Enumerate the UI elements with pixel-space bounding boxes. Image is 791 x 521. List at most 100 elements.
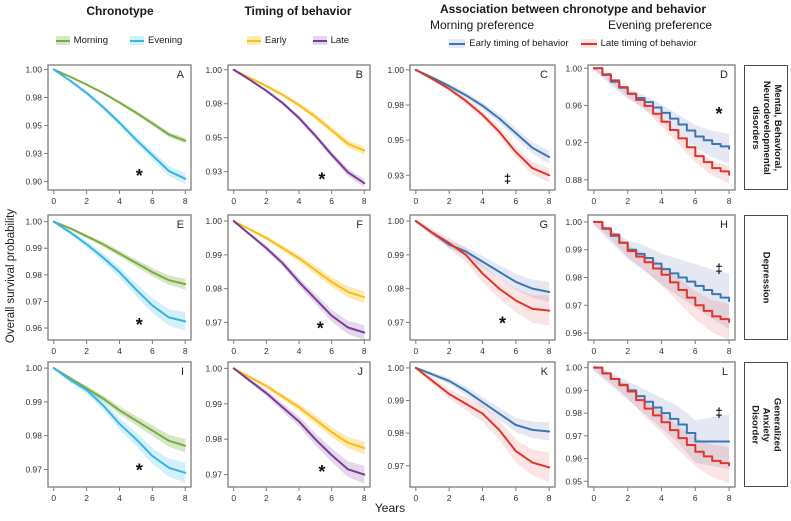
svg-text:1.00: 1.00	[387, 216, 404, 226]
svg-text:0.95: 0.95	[205, 133, 222, 143]
svg-text:6: 6	[150, 196, 155, 206]
svg-text:6: 6	[693, 493, 698, 503]
svg-text:2: 2	[625, 196, 630, 206]
legend-item-late: Late	[312, 35, 349, 46]
legend-item-early: Early	[246, 35, 287, 46]
svg-text:0.93: 0.93	[25, 149, 42, 159]
svg-text:0.98: 0.98	[387, 100, 404, 110]
svg-text:0: 0	[413, 346, 418, 356]
morning-swatch	[55, 36, 70, 45]
row-label-text: Generalized Anxiety Disorder	[749, 397, 783, 452]
svg-text:1.00: 1.00	[565, 363, 582, 373]
svg-text:4: 4	[297, 196, 302, 206]
svg-text:1.00: 1.00	[387, 65, 404, 75]
svg-text:0.99: 0.99	[25, 397, 42, 407]
svg-text:6: 6	[513, 346, 518, 356]
svg-text:0: 0	[231, 346, 236, 356]
svg-text:4: 4	[480, 493, 485, 503]
significance-symbol: *	[499, 313, 506, 333]
svg-text:0.93: 0.93	[205, 167, 222, 177]
svg-text:4: 4	[659, 493, 664, 503]
svg-text:1.00: 1.00	[205, 65, 222, 75]
svg-text:2: 2	[84, 493, 89, 503]
legend-item-morning: Morning	[55, 35, 108, 46]
svg-text:0: 0	[592, 493, 597, 503]
svg-text:0: 0	[413, 196, 418, 206]
svg-text:0.96: 0.96	[565, 100, 582, 110]
svg-text:6: 6	[150, 346, 155, 356]
svg-text:0: 0	[592, 346, 597, 356]
panel-letter-H: H	[720, 219, 728, 231]
svg-text:0.96: 0.96	[565, 328, 582, 338]
svg-text:8: 8	[547, 346, 552, 356]
legend-item-assoc-early: Early timing of behavior	[449, 38, 569, 49]
panel-G: 1.00 0.99 0.98 0.97 0 2 4 6 8 G *	[387, 214, 556, 356]
svg-text:8: 8	[362, 493, 367, 503]
svg-text:1.00: 1.00	[25, 217, 42, 227]
svg-text:0.99: 0.99	[25, 243, 42, 253]
svg-text:0.98: 0.98	[205, 99, 222, 109]
svg-text:8: 8	[362, 346, 367, 356]
svg-text:4: 4	[117, 346, 122, 356]
svg-text:0.97: 0.97	[25, 464, 42, 474]
svg-text:1.00: 1.00	[565, 63, 582, 73]
row-label-generalized-anxiety-disorder: Generalized Anxiety Disorder	[744, 362, 788, 487]
svg-text:0.98: 0.98	[25, 270, 42, 280]
svg-text:2: 2	[447, 346, 452, 356]
legend-label: Early	[264, 35, 287, 46]
significance-symbol: *	[318, 462, 325, 482]
legend-label: Evening	[147, 35, 183, 46]
svg-text:2: 2	[625, 493, 630, 503]
svg-text:8: 8	[183, 493, 188, 503]
svg-text:1.00: 1.00	[387, 363, 404, 373]
panel-D: 1.00 0.96 0.92 0.88 0 2 4 6 8 D *	[565, 63, 736, 206]
significance-symbol: *	[317, 319, 324, 339]
svg-text:8: 8	[547, 196, 552, 206]
subtitle-evening-preference: Evening preference	[607, 18, 713, 32]
svg-text:0.98: 0.98	[25, 93, 42, 103]
panel-L: 1.00 0.99 0.98 0.97 0.96 0.95 0 2 4 6 8 L ‡	[565, 361, 736, 503]
svg-text:2: 2	[84, 346, 89, 356]
svg-text:4: 4	[117, 493, 122, 503]
svg-text:0.99: 0.99	[387, 396, 404, 406]
svg-text:6: 6	[329, 196, 334, 206]
svg-text:4: 4	[297, 346, 302, 356]
early-swatch	[246, 36, 261, 45]
svg-text:0.88: 0.88	[565, 175, 582, 185]
svg-text:0.98: 0.98	[205, 284, 222, 294]
svg-text:1.00: 1.00	[25, 64, 42, 74]
panel-F: 1.00 0.99 0.98 0.97 0 2 4 6 8 F *	[205, 214, 371, 356]
panel-letter-K: K	[541, 366, 549, 378]
svg-text:4: 4	[480, 196, 485, 206]
panel-C: 1.00 0.98 0.95 0.93 0 2 4 6 8 C ‡	[387, 64, 556, 206]
assoc-early-swatch	[449, 39, 466, 48]
svg-text:0: 0	[231, 196, 236, 206]
row-label-text: Depression	[760, 251, 772, 304]
row-label-depression: Depression	[744, 215, 788, 340]
panel-letter-L: L	[722, 366, 728, 378]
significance-symbol: *	[136, 315, 143, 335]
svg-text:8: 8	[362, 196, 367, 206]
svg-text:8: 8	[183, 346, 188, 356]
svg-text:2: 2	[264, 493, 269, 503]
panel-letter-G: G	[539, 219, 548, 231]
svg-text:2: 2	[625, 346, 630, 356]
svg-text:2: 2	[264, 346, 269, 356]
legend-chronotype: Morning Evening	[44, 35, 194, 46]
panel-B: 1.00 0.98 0.95 0.93 0 2 4 6 8 B *	[205, 64, 371, 206]
svg-text:6: 6	[513, 196, 518, 206]
svg-text:6: 6	[329, 346, 334, 356]
panel-letter-I: I	[181, 366, 184, 378]
svg-text:0.90: 0.90	[25, 177, 42, 187]
svg-text:4: 4	[659, 346, 664, 356]
panel-letter-A: A	[177, 69, 185, 81]
svg-text:0.98: 0.98	[205, 434, 222, 444]
svg-text:0.97: 0.97	[205, 317, 222, 327]
svg-text:0.99: 0.99	[565, 245, 582, 255]
significance-symbol: *	[715, 104, 722, 124]
svg-text:0.95: 0.95	[25, 121, 42, 131]
svg-text:0.97: 0.97	[387, 317, 404, 327]
legend-label: Late timing of behavior	[600, 38, 697, 49]
svg-text:0.98: 0.98	[387, 428, 404, 438]
